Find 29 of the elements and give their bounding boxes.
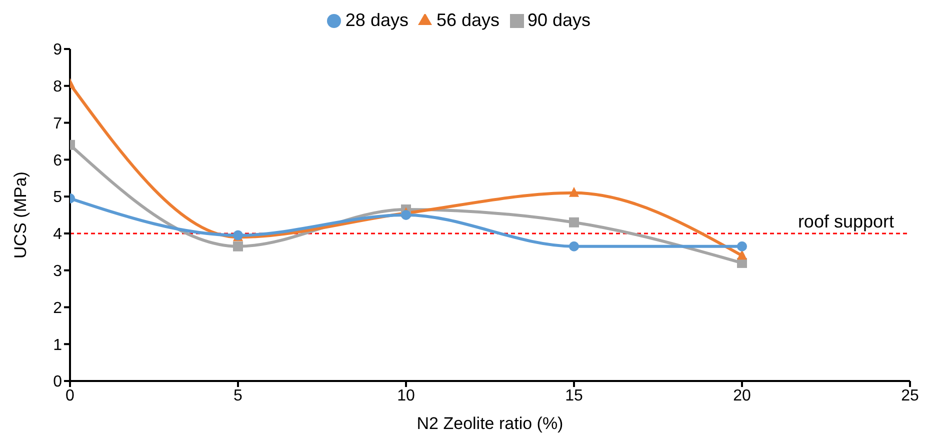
legend-label: 90 days (528, 10, 591, 30)
y-axis-title: UCS (MPa) (11, 172, 30, 258)
legend-label: 56 days (436, 10, 500, 30)
y-tick-label: 7 (53, 115, 62, 132)
y-tick-label: 3 (53, 263, 62, 280)
x-tick-label: 15 (565, 387, 583, 404)
point (737, 250, 747, 260)
y-tick-label: 8 (53, 78, 62, 96)
y-tick-label: 4 (53, 226, 62, 244)
point (569, 241, 579, 252)
y-tick-label: 2 (53, 300, 62, 317)
x-tick-label: 5 (234, 387, 243, 404)
x-tick-label: 10 (397, 387, 415, 404)
point (737, 241, 747, 252)
y-tick-label: 0 (53, 374, 62, 391)
y-tick-label: 9 (53, 42, 62, 59)
x-tick-label: 20 (733, 387, 751, 404)
point (569, 217, 579, 228)
point (569, 186, 579, 197)
x-tick-label: 25 (901, 387, 919, 404)
point (401, 210, 411, 220)
x-axis-title: N2 Zeolite ratio (%) (416, 414, 564, 433)
x-tick-label: 0 (66, 387, 75, 404)
legend-label: 28 days (345, 10, 408, 30)
ref-line-label: roof support (798, 211, 894, 232)
y-tick-label: 6 (53, 152, 62, 170)
y-tick-label: 1 (53, 336, 62, 354)
y-tick-label: 5 (53, 189, 62, 206)
point (233, 241, 243, 252)
